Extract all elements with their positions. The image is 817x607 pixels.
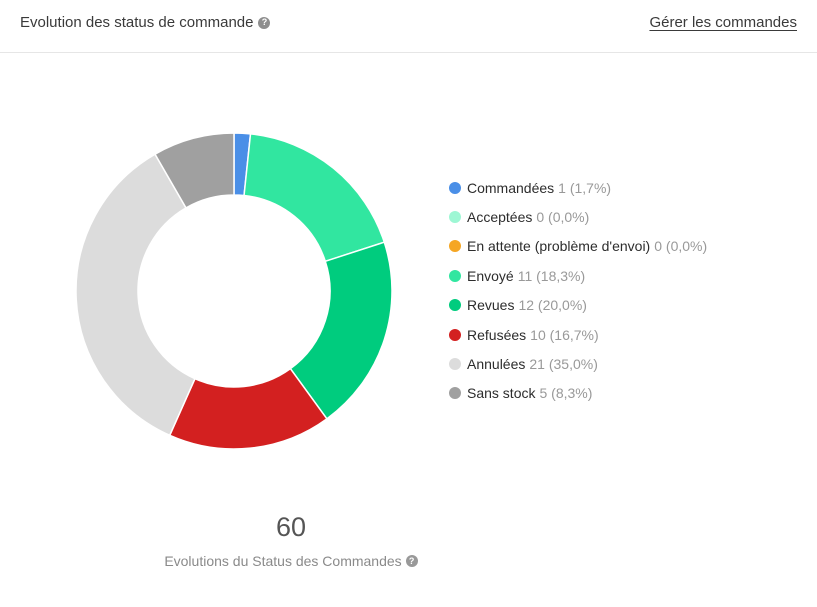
legend-value: 0 (0,0%) bbox=[654, 238, 708, 255]
legend-item[interactable]: Annulées 21 (35,0%) bbox=[449, 349, 707, 378]
legend-value: 0 (0,0%) bbox=[536, 209, 590, 226]
legend-label: Commandées bbox=[467, 179, 555, 196]
legend-item[interactable]: Acceptées 0 (0,0%) bbox=[449, 202, 707, 231]
legend-swatch bbox=[449, 240, 461, 253]
legend-value: 5 (8,3%) bbox=[539, 385, 593, 402]
legend-item[interactable]: Envoyé 11 (18,3%) bbox=[449, 261, 707, 290]
legend-label: Envoyé bbox=[467, 267, 514, 284]
card-title-text: Evolution des status de commande bbox=[20, 14, 254, 31]
legend-item[interactable]: Commandées 1 (1,7%) bbox=[449, 173, 707, 202]
legend-item[interactable]: Refusées 10 (16,7%) bbox=[449, 320, 707, 349]
chart-caption-text: Evolutions du Status des Commandes bbox=[164, 553, 402, 569]
total-count: 60 bbox=[275, 512, 307, 542]
card-title: Evolution des status de commande ? bbox=[20, 14, 271, 31]
legend-swatch bbox=[449, 358, 461, 371]
legend-label: En attente (problème d'envoi) bbox=[467, 238, 651, 255]
donut-slice-3[interactable] bbox=[243, 133, 386, 263]
legend-label: Annulées bbox=[467, 356, 526, 373]
legend-swatch bbox=[449, 181, 461, 194]
card-header: Evolution des status de commande ? Gérer… bbox=[0, 0, 817, 53]
legend-label: Sans stock bbox=[467, 385, 536, 402]
legend-swatch bbox=[449, 269, 461, 282]
legend-swatch bbox=[449, 299, 461, 312]
question-circle-icon[interactable]: ? bbox=[258, 16, 271, 29]
donut-slice-7[interactable] bbox=[153, 132, 235, 209]
legend-value: 1 (1,7%) bbox=[558, 179, 612, 196]
legend-swatch bbox=[449, 387, 461, 400]
legend-item[interactable]: Revues 12 (20,0%) bbox=[449, 291, 707, 320]
legend-swatch bbox=[449, 211, 461, 224]
chart-caption: Evolutions du Status des Commandes ? bbox=[140, 553, 442, 569]
manage-orders-link[interactable]: Gérer les commandes bbox=[649, 14, 797, 31]
legend-label: Acceptées bbox=[467, 209, 533, 226]
donut-slice-6[interactable] bbox=[75, 153, 196, 437]
legend-value: 11 (18,3%) bbox=[517, 267, 586, 284]
legend-swatch bbox=[449, 328, 461, 341]
legend-label: Revues bbox=[467, 297, 515, 314]
legend-item[interactable]: En attente (problème d'envoi) 0 (0,0%) bbox=[449, 232, 707, 261]
question-circle-icon[interactable]: ? bbox=[405, 555, 418, 567]
legend-value: 21 (35,0%) bbox=[529, 356, 598, 373]
legend-value: 12 (20,0%) bbox=[518, 297, 587, 314]
legend-label: Refusées bbox=[467, 326, 527, 343]
chart-legend: Commandées 1 (1,7%) Acceptées 0 (0,0%) En at… bbox=[449, 173, 707, 408]
legend-value: 10 (16,7%) bbox=[530, 326, 599, 343]
legend-item[interactable]: Sans stock 5 (8,3%) bbox=[449, 379, 707, 408]
